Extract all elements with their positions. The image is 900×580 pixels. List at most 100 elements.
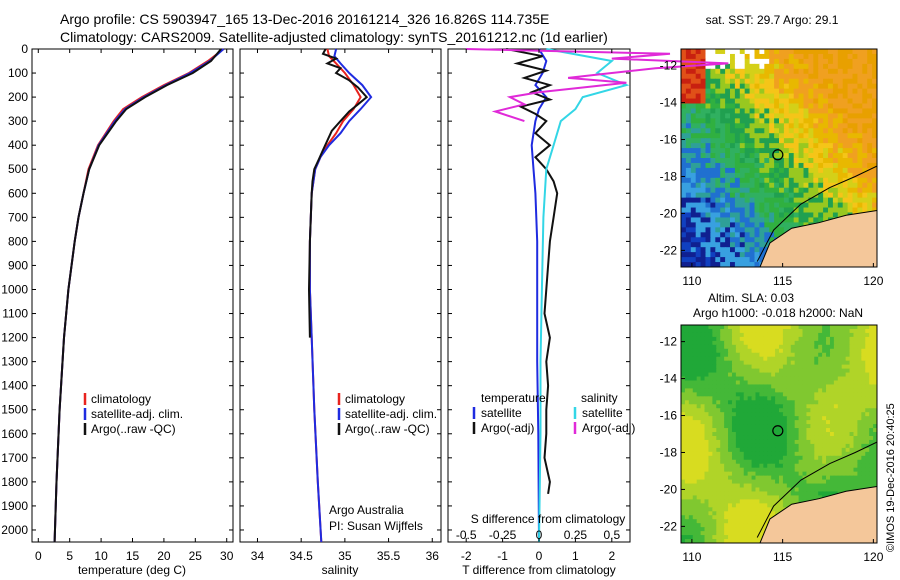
sst-cell xyxy=(744,143,751,149)
x-tick-label: 0 xyxy=(35,549,42,563)
sst-cell xyxy=(744,93,751,100)
sst-cell xyxy=(700,237,707,243)
sst-cell xyxy=(739,148,746,154)
depth-tick-label: 1600 xyxy=(1,427,28,441)
sla-cell xyxy=(720,325,725,330)
sla-cell xyxy=(869,428,874,433)
sla-cell xyxy=(747,356,753,362)
sla-cell xyxy=(712,447,717,453)
sst-cell xyxy=(754,153,760,159)
sst-cell xyxy=(803,123,809,129)
sla-cell xyxy=(849,360,855,366)
sst-cell xyxy=(739,242,746,248)
sla-cell xyxy=(728,539,733,543)
sla-cell xyxy=(688,332,694,338)
sla-cell xyxy=(849,479,855,485)
sst-cell xyxy=(715,217,721,224)
sla-cell xyxy=(802,424,808,429)
sst-cell xyxy=(803,207,809,214)
sla-cell xyxy=(767,416,772,421)
sla-cell xyxy=(747,396,753,401)
sla-cell xyxy=(833,487,839,493)
sst-cell xyxy=(700,232,707,238)
sla-cell xyxy=(692,400,698,405)
sst-cell xyxy=(739,182,746,189)
sla-cell xyxy=(747,463,753,469)
sst-cell xyxy=(700,212,707,219)
x-tick-label: 25 xyxy=(189,549,203,563)
sst-cell xyxy=(690,93,697,100)
sla-cell xyxy=(853,336,858,342)
sla-cell xyxy=(822,348,827,354)
sla-cell xyxy=(841,392,847,397)
sla-cell xyxy=(849,432,855,437)
sst-cell xyxy=(759,128,765,134)
sla-cell xyxy=(802,487,808,493)
sla-cell xyxy=(798,364,804,370)
sla-cell xyxy=(845,483,851,489)
sla-cell xyxy=(712,332,717,338)
sst-cell xyxy=(715,63,721,70)
sla-cell xyxy=(829,344,835,350)
sst-cell xyxy=(828,108,834,115)
sla-cell xyxy=(708,459,713,465)
sla-cell xyxy=(720,332,725,338)
sst-cell xyxy=(769,227,775,233)
sla-cell xyxy=(786,432,792,437)
sla-cell xyxy=(810,475,815,481)
sla-cell xyxy=(810,435,815,441)
legend-argo: Argo(..raw -QC) xyxy=(345,422,430,436)
sst-cell xyxy=(725,247,731,253)
sst-cell xyxy=(715,58,721,65)
sla-cell xyxy=(692,487,698,493)
sst-cell xyxy=(715,83,721,90)
sst-cell xyxy=(813,172,819,179)
sla-cell xyxy=(814,376,819,382)
sla-cell xyxy=(779,439,784,445)
sst-cell xyxy=(705,78,711,85)
sla-cell xyxy=(716,447,721,453)
x-tick-label: 5 xyxy=(66,549,73,563)
sla-cell xyxy=(696,356,702,362)
sla-cell xyxy=(731,495,737,500)
sla-cell xyxy=(845,412,851,417)
sla-cell xyxy=(806,380,811,386)
sst-cell xyxy=(857,182,863,189)
sst-cell xyxy=(847,182,854,189)
sla-cell xyxy=(849,396,855,401)
sla-cell xyxy=(728,495,733,500)
sst-cell xyxy=(685,262,692,267)
sst-cell xyxy=(867,63,873,70)
sst-cell xyxy=(828,167,834,174)
sla-cell xyxy=(869,364,874,370)
sst-cell xyxy=(818,49,824,55)
sla-cell xyxy=(739,435,745,441)
sla-cell xyxy=(728,408,733,413)
sla-cell xyxy=(755,495,760,500)
sla-cell xyxy=(786,404,792,409)
sst-cell xyxy=(685,162,692,169)
sst-cell xyxy=(739,73,746,80)
sla-cell xyxy=(857,356,862,362)
sla-cell xyxy=(704,372,710,378)
sla-cell xyxy=(775,360,780,366)
sst-cell xyxy=(681,83,687,90)
sla-cell xyxy=(818,416,823,421)
sla-cell xyxy=(845,459,851,465)
sla-cell xyxy=(681,372,686,378)
sst-cell xyxy=(734,63,741,70)
sst-cell xyxy=(695,227,702,233)
sst-cell xyxy=(754,167,760,174)
sla-cell xyxy=(684,535,690,540)
sst-cell xyxy=(774,49,780,55)
sla-cell xyxy=(755,384,760,390)
sla-cell xyxy=(684,400,690,405)
sla-cell xyxy=(728,515,733,520)
sla-cell xyxy=(684,503,690,508)
sla-cell xyxy=(681,439,686,445)
sla-cell xyxy=(857,428,862,433)
sst-cell xyxy=(808,212,814,219)
sla-cell xyxy=(692,328,698,334)
sst-cell xyxy=(764,98,770,105)
sst-cell xyxy=(798,192,805,199)
